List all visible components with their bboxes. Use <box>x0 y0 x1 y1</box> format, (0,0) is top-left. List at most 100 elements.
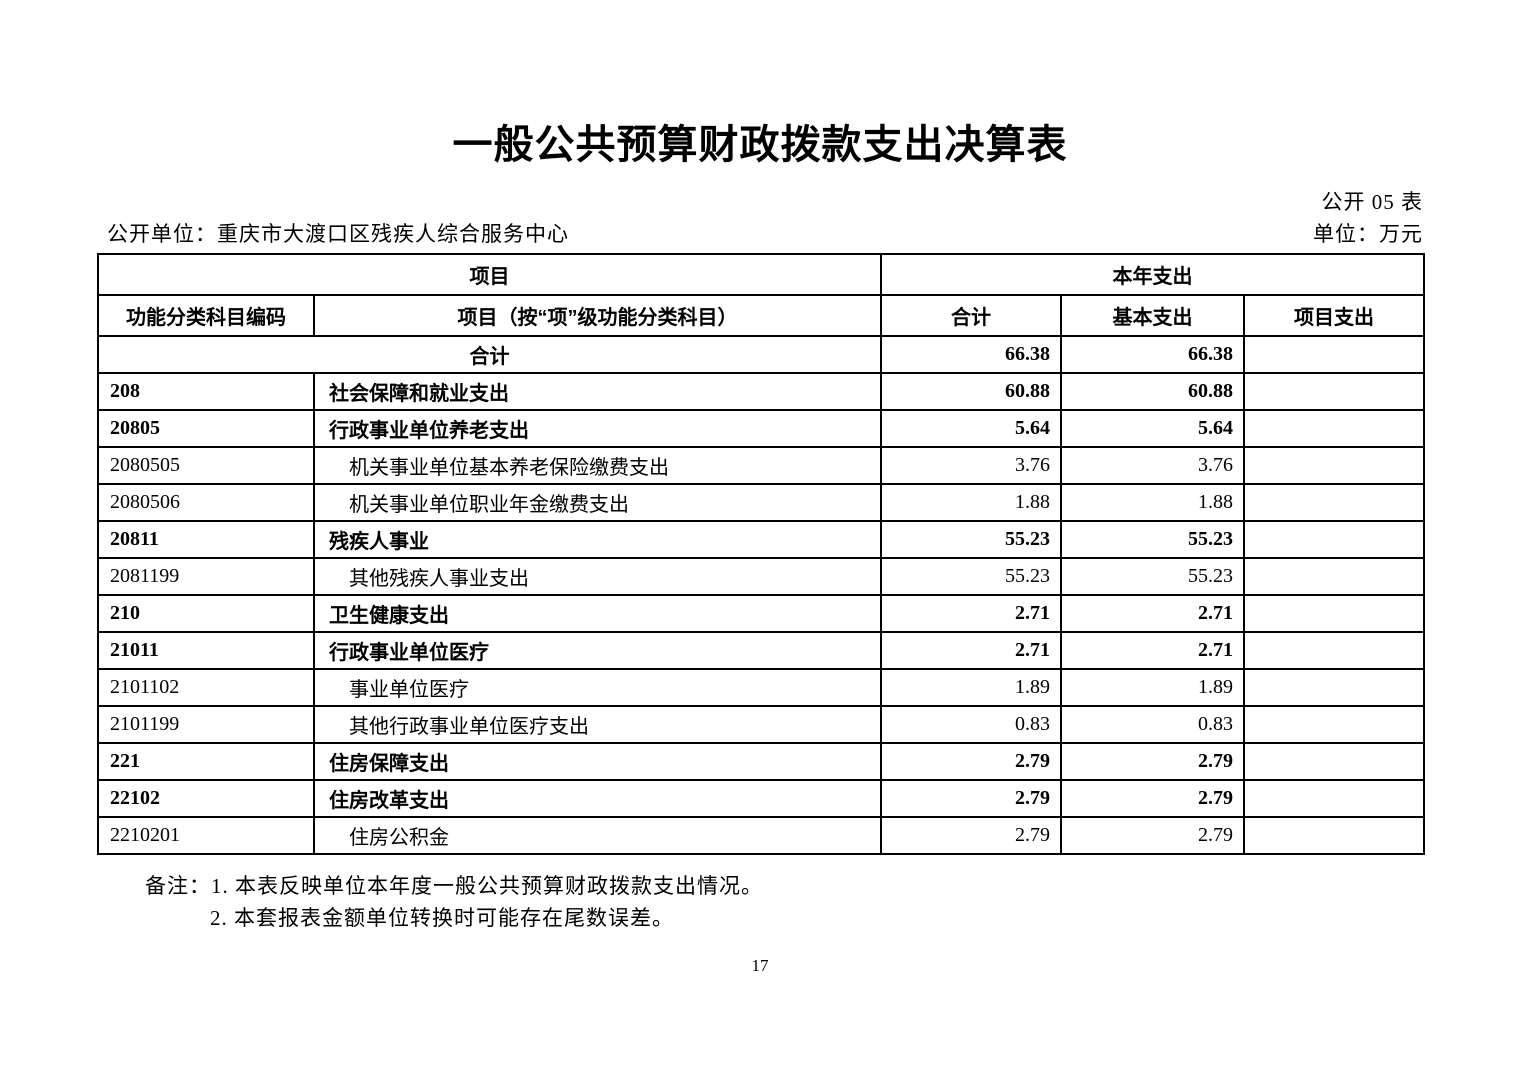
row-basic-value: 0.83 <box>1060 705 1245 744</box>
row-total-value: 2.71 <box>880 631 1062 670</box>
table-row: 208 社会保障和就业支出 60.88 60.88 <box>97 372 1426 411</box>
row-item: 事业单位医疗 <box>313 668 882 707</box>
row-code: 20805 <box>97 409 315 448</box>
row-project-value <box>1242 557 1426 596</box>
publish-unit-label: 公开单位：重庆市大渡口区残疾人综合服务中心 <box>107 222 569 246</box>
row-project-value <box>1242 335 1426 374</box>
table-body: 合计 66.38 66.38 208 社会保障和就业支出 60.88 60.88… <box>97 335 1426 855</box>
row-code: 20811 <box>97 520 315 559</box>
row-basic-value: 2.79 <box>1060 779 1245 818</box>
row-item: 住房改革支出 <box>313 779 882 818</box>
row-project-value <box>1242 483 1426 522</box>
budget-expenditure-table: 项目 本年支出 功能分类科目编码 项目（按“项”级功能分类科目） 合计 基本支出… <box>97 253 1426 855</box>
header-group-row: 项目 本年支出 <box>97 253 1426 296</box>
table-header: 项目 本年支出 功能分类科目编码 项目（按“项”级功能分类科目） 合计 基本支出… <box>97 253 1426 337</box>
row-project-value <box>1242 520 1426 559</box>
money-unit-label: 单位：万元 <box>1313 222 1423 246</box>
row-item: 机关事业单位职业年金缴费支出 <box>313 483 882 522</box>
row-total-value: 2.79 <box>880 816 1062 855</box>
row-total-value: 2.79 <box>880 779 1062 818</box>
row-item: 合计 <box>97 335 882 374</box>
row-basic-value: 55.23 <box>1060 557 1245 596</box>
row-project-value <box>1242 409 1426 448</box>
footnote-line-2: 2. 本套报表金额单位转换时可能存在尾数误差。 <box>210 906 674 930</box>
row-project-value <box>1242 742 1426 781</box>
row-basic-value: 2.71 <box>1060 631 1245 670</box>
row-basic-value: 55.23 <box>1060 520 1245 559</box>
row-basic-value: 60.88 <box>1060 372 1245 411</box>
meta-row: 公开单位：重庆市大渡口区残疾人综合服务中心 单位：万元 <box>107 218 1423 248</box>
table-row: 21011 行政事业单位医疗 2.71 2.71 <box>97 631 1426 670</box>
header-group-year-expenditure: 本年支出 <box>879 253 1426 296</box>
row-code: 2080506 <box>97 483 315 522</box>
table-row: 20811 残疾人事业 55.23 55.23 <box>97 520 1426 559</box>
row-code: 22102 <box>97 779 315 818</box>
row-project-value <box>1242 816 1426 855</box>
row-code: 2080505 <box>97 446 315 485</box>
row-basic-value: 2.79 <box>1060 816 1245 855</box>
row-item: 其他行政事业单位医疗支出 <box>313 705 882 744</box>
row-total-value: 60.88 <box>880 372 1062 411</box>
row-basic-value: 1.88 <box>1060 483 1245 522</box>
row-code: 2081199 <box>97 557 315 596</box>
row-code: 2101102 <box>97 668 315 707</box>
row-item: 其他残疾人事业支出 <box>313 557 882 596</box>
row-code: 2210201 <box>97 816 315 855</box>
row-basic-value: 3.76 <box>1060 446 1245 485</box>
row-project-value <box>1242 594 1426 633</box>
row-item: 机关事业单位基本养老保险缴费支出 <box>313 446 882 485</box>
row-total-value: 1.89 <box>880 668 1062 707</box>
row-item: 住房保障支出 <box>313 742 882 781</box>
row-total-value: 2.79 <box>880 742 1062 781</box>
header-columns-row: 功能分类科目编码 项目（按“项”级功能分类科目） 合计 基本支出 项目支出 <box>97 294 1426 337</box>
row-total-value: 2.71 <box>880 594 1062 633</box>
row-item: 卫生健康支出 <box>313 594 882 633</box>
table-row-grand-total: 合计 66.38 66.38 <box>97 335 1426 374</box>
footnote-label: 备注： <box>145 874 211 898</box>
table-row: 2101199 其他行政事业单位医疗支出 0.83 0.83 <box>97 705 1426 744</box>
row-project-value <box>1242 668 1426 707</box>
table-row: 210 卫生健康支出 2.71 2.71 <box>97 594 1426 633</box>
row-item: 行政事业单位养老支出 <box>313 409 882 448</box>
row-basic-value: 66.38 <box>1060 335 1245 374</box>
header-group-item: 项目 <box>97 253 882 296</box>
row-basic-value: 1.89 <box>1060 668 1245 707</box>
row-total-value: 3.76 <box>880 446 1062 485</box>
header-col-basic: 基本支出 <box>1060 294 1245 337</box>
table-row: 20805 行政事业单位养老支出 5.64 5.64 <box>97 409 1426 448</box>
row-project-value <box>1242 372 1426 411</box>
row-code: 210 <box>97 594 315 633</box>
page-number: 17 <box>751 956 769 975</box>
row-code: 208 <box>97 372 315 411</box>
table-row: 2081199 其他残疾人事业支出 55.23 55.23 <box>97 557 1426 596</box>
row-total-value: 55.23 <box>880 520 1062 559</box>
table-row: 221 住房保障支出 2.79 2.79 <box>97 742 1426 781</box>
header-col-total: 合计 <box>880 294 1062 337</box>
table-row: 2080506 机关事业单位职业年金缴费支出 1.88 1.88 <box>97 483 1426 522</box>
row-code: 221 <box>97 742 315 781</box>
row-project-value <box>1242 446 1426 485</box>
page-title: 一般公共预算财政拨款支出决算表 <box>452 123 1068 167</box>
row-project-value <box>1242 705 1426 744</box>
row-item: 社会保障和就业支出 <box>313 372 882 411</box>
row-basic-value: 5.64 <box>1060 409 1245 448</box>
table-row: 2101102 事业单位医疗 1.89 1.89 <box>97 668 1426 707</box>
row-item: 行政事业单位医疗 <box>313 631 882 670</box>
row-code: 2101199 <box>97 705 315 744</box>
row-total-value: 55.23 <box>880 557 1062 596</box>
row-total-value: 0.83 <box>880 705 1062 744</box>
row-total-value: 1.88 <box>880 483 1062 522</box>
row-item: 住房公积金 <box>313 816 882 855</box>
table-row: 2210201 住房公积金 2.79 2.79 <box>97 816 1426 855</box>
row-basic-value: 2.71 <box>1060 594 1245 633</box>
footnotes: 备注：1. 本表反映单位本年度一般公共预算财政拨款支出情况。 2. 本套报表金额… <box>145 870 763 934</box>
table-row: 22102 住房改革支出 2.79 2.79 <box>97 779 1426 818</box>
footnote-line-1: 备注：1. 本表反映单位本年度一般公共预算财政拨款支出情况。 <box>145 870 763 902</box>
row-total-value: 66.38 <box>880 335 1062 374</box>
row-total-value: 5.64 <box>880 409 1062 448</box>
header-col-code: 功能分类科目编码 <box>97 294 315 337</box>
table-code-label: 公开 05 表 <box>1321 190 1423 214</box>
header-col-project: 项目支出 <box>1242 294 1426 337</box>
row-code: 21011 <box>97 631 315 670</box>
